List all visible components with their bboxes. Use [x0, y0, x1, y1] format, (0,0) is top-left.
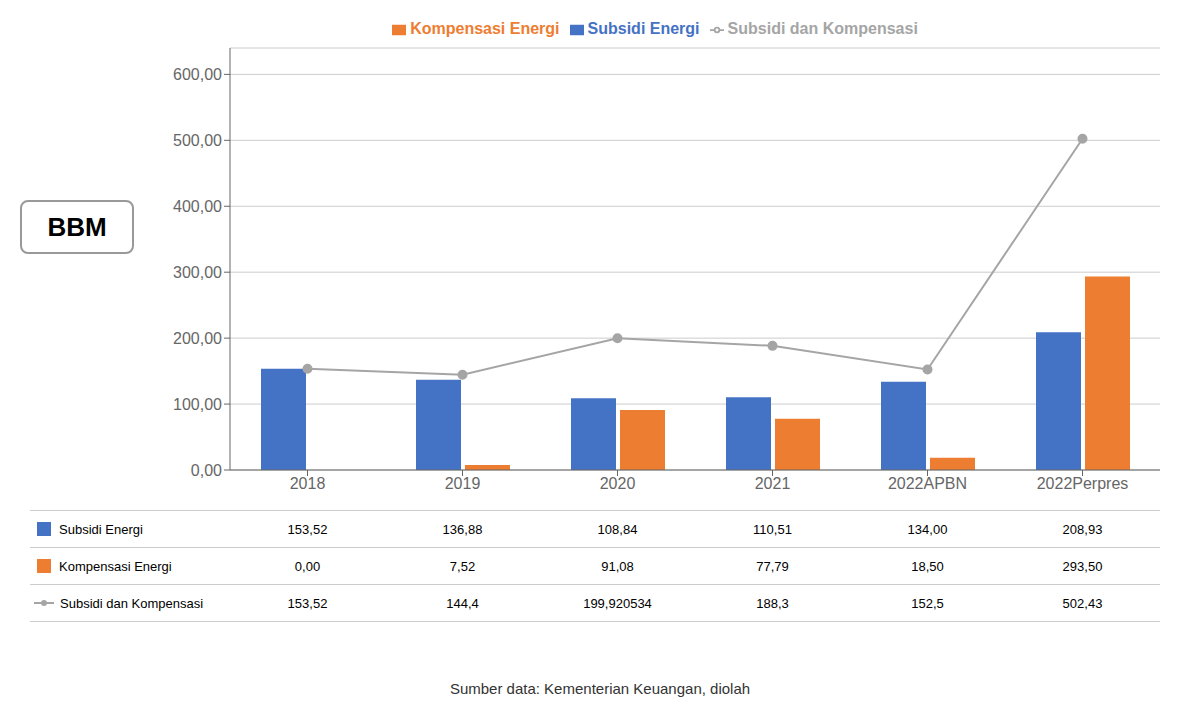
svg-text:100,00: 100,00 — [173, 396, 222, 413]
html-text:77,79: 77,79 — [756, 558, 789, 574]
html-text:134,00: 134,00 — [907, 521, 948, 537]
svg-text:400,00: 400,00 — [173, 198, 222, 215]
html-text:Subsidi Energi: Subsidi Energi — [587, 20, 700, 37]
html-text:152,5: 152,5 — [911, 595, 944, 611]
html-text:136,88: 136,88 — [442, 521, 483, 537]
html-text:Sumber data: Kementerian Keuan: Sumber data: Kementerian Keuangan, diola… — [449, 680, 751, 697]
svg-text:2020: 2020 — [600, 475, 636, 492]
html-text:0,00: 0,00 — [294, 558, 321, 574]
html-text:153,52: 153,52 — [287, 521, 328, 537]
html-text:108,84: 108,84 — [597, 521, 638, 537]
html-text:Kompensasi Energi: Kompensasi Energi — [410, 20, 560, 37]
svg-text:200,00: 200,00 — [173, 330, 222, 347]
svg-text:2022Perpres: 2022Perpres — [1037, 475, 1129, 492]
html-text:Kompensasi Energi: Kompensasi Energi — [59, 558, 172, 574]
html-text:502,43: 502,43 — [1062, 595, 1103, 611]
svg-text:500,00: 500,00 — [173, 132, 222, 149]
html-text:199,920534: 199,920534 — [583, 595, 652, 611]
html-text:188,3: 188,3 — [756, 595, 789, 611]
html-text:293,50: 293,50 — [1062, 558, 1103, 574]
svg-text:300,00: 300,00 — [173, 264, 222, 281]
svg-text:0,00: 0,00 — [191, 462, 222, 479]
html-text:Subsidi Energi: Subsidi Energi — [59, 521, 143, 537]
svg-text:2018: 2018 — [290, 475, 326, 492]
html-text:Subsidi dan Kompensasi: Subsidi dan Kompensasi — [60, 595, 204, 611]
html-text:BBM: BBM — [47, 211, 107, 242]
html-text:18,50: 18,50 — [911, 558, 944, 574]
svg-text:2022APBN: 2022APBN — [888, 475, 967, 492]
svg-text:2021: 2021 — [755, 475, 791, 492]
html-text:7,52: 7,52 — [449, 558, 476, 574]
html-text:110,51: 110,51 — [753, 521, 792, 537]
html-text:Subsidi dan Kompensasi: Subsidi dan Kompensasi — [727, 20, 918, 37]
svg-text:2019: 2019 — [445, 475, 481, 492]
html-text:208,93: 208,93 — [1062, 521, 1103, 537]
html-text:91,08: 91,08 — [601, 558, 634, 574]
svg-text:600,00: 600,00 — [173, 66, 222, 83]
html-text:144,4: 144,4 — [446, 595, 479, 611]
html-text:153,52: 153,52 — [287, 595, 328, 611]
